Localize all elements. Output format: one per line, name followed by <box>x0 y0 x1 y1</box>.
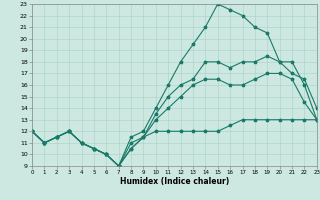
X-axis label: Humidex (Indice chaleur): Humidex (Indice chaleur) <box>120 177 229 186</box>
